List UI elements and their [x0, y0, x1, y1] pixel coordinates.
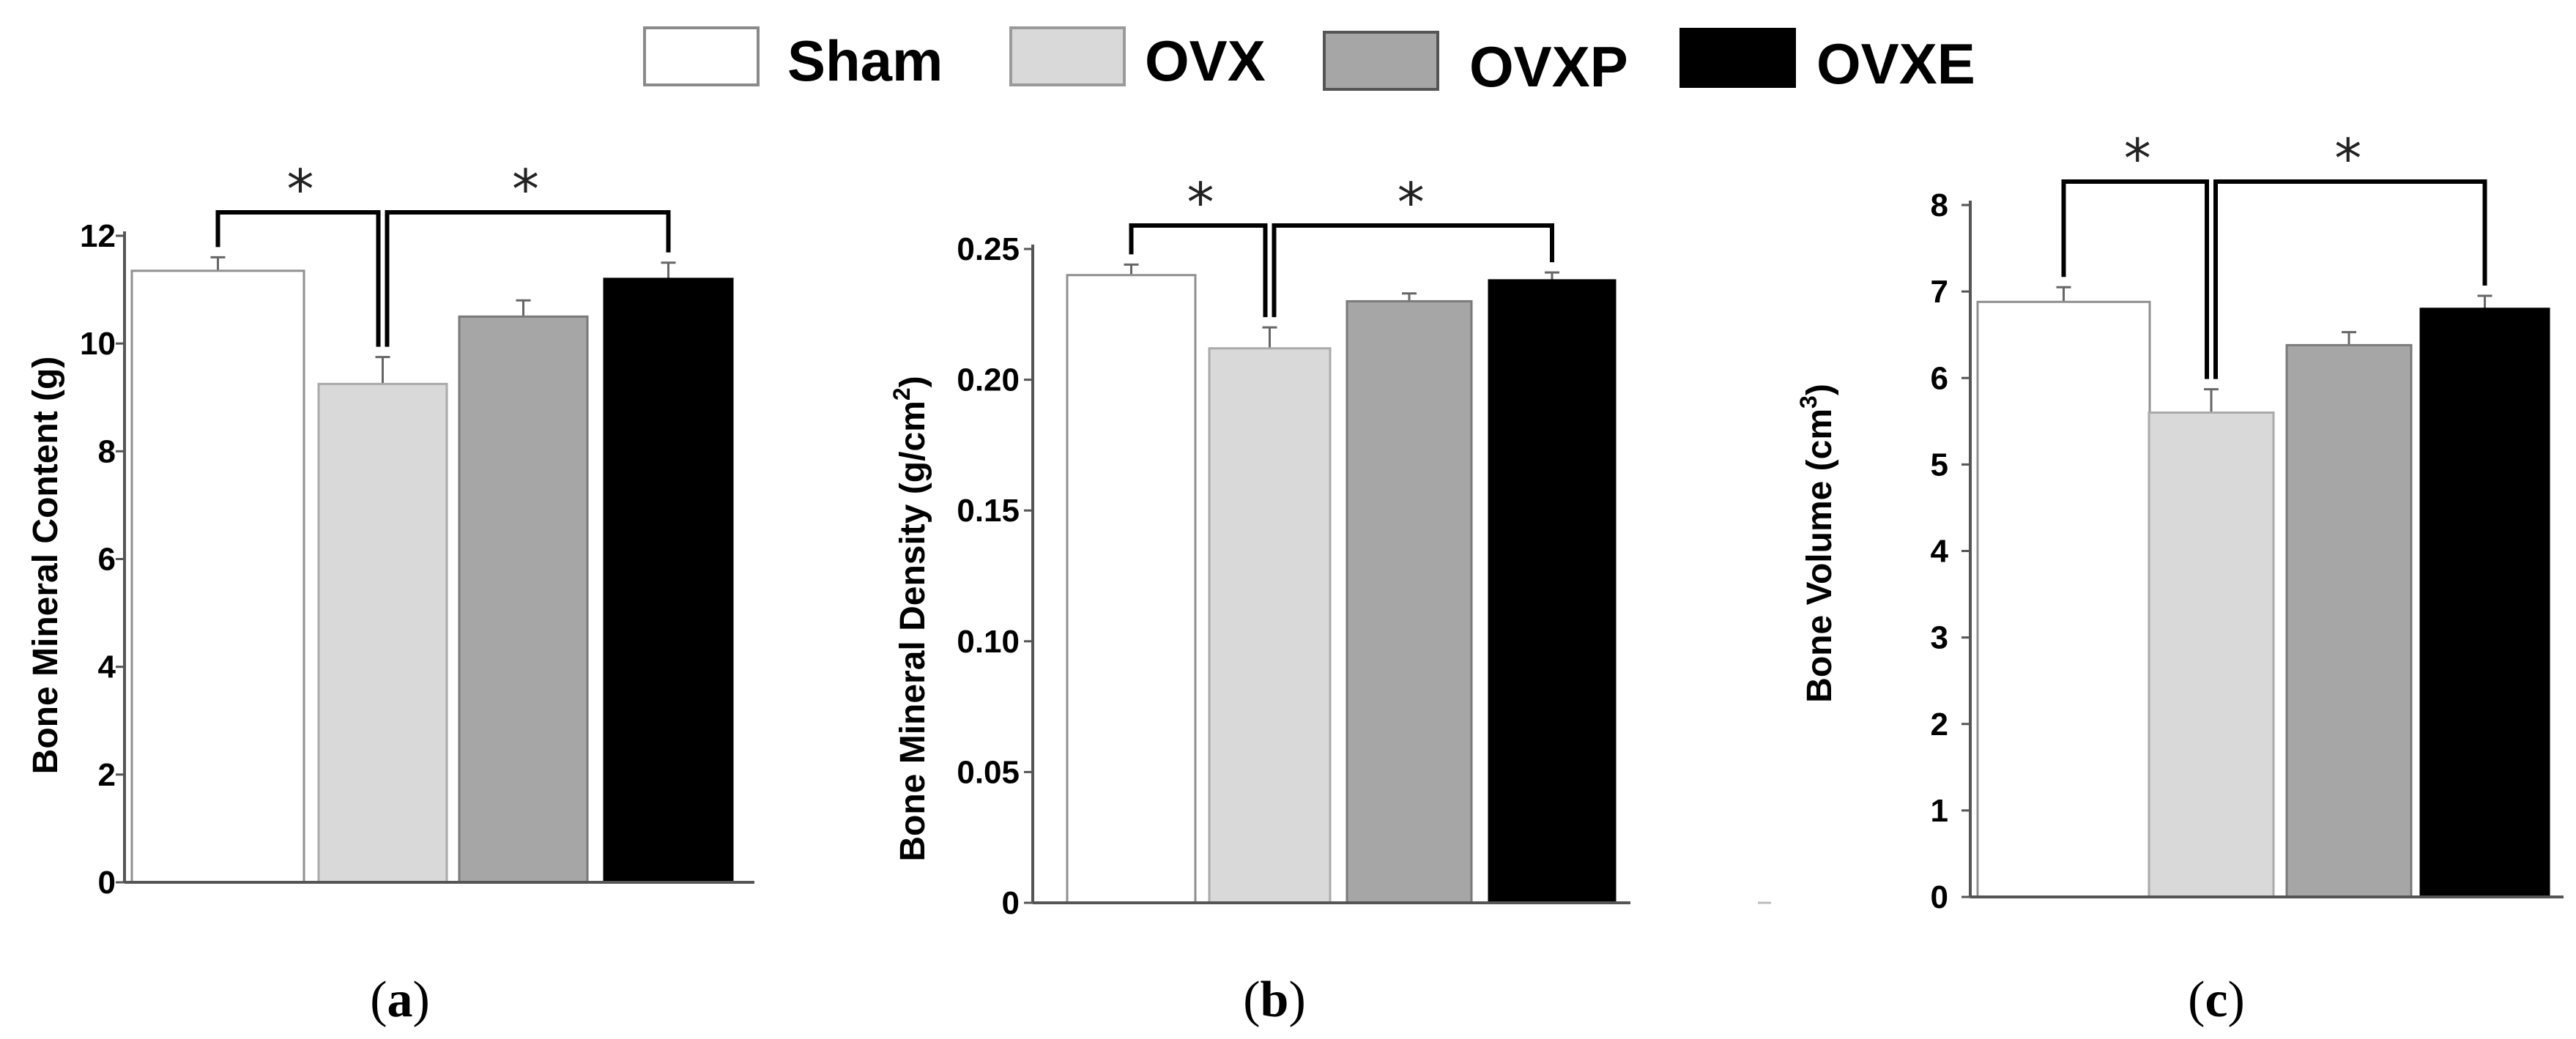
y-tick-label: 0.05	[957, 754, 1020, 790]
significance-bracket-ovx-ovxe	[1272, 223, 1554, 318]
axes-a	[123, 231, 754, 884]
axes-c	[1969, 201, 2564, 898]
significance-bracket-ovx-ovxe	[2213, 179, 2487, 379]
significance-star-ovx-ovxe: *	[2334, 127, 2361, 190]
significance-a: * *	[215, 158, 671, 347]
significance-star-ovx-ovxe: *	[1398, 171, 1425, 234]
bar-sham	[1066, 274, 1197, 904]
y-axis-label-c: Bone Volume (cm3)	[1795, 384, 1839, 703]
panel-label-a-letter: a	[387, 972, 413, 1028]
significance-bracket-ovx-ovxe	[385, 210, 671, 347]
y-tick-label: 4	[1931, 534, 1949, 570]
y-tick-label: 0.10	[957, 624, 1020, 660]
y-axis-label-b-sup: 2	[888, 387, 915, 401]
panel-label-c-letter: c	[2205, 972, 2227, 1028]
y-tick-label: 0	[1931, 879, 1948, 915]
y-tick-label: 12	[80, 218, 116, 254]
legend-label-ovxp: OVXP	[1469, 34, 1628, 99]
y-tick-label: 0	[1002, 885, 1020, 921]
bar-ovxp	[458, 315, 589, 884]
bars-c	[1976, 286, 2550, 898]
y-tick-label: 0.20	[957, 362, 1020, 398]
y-axis-label-b: Bone Mineral Density (g/cm2)	[888, 376, 932, 861]
significance-bracket-sham-ovx	[215, 210, 381, 347]
y-tick-label: 0.15	[957, 493, 1020, 529]
y-ticks-a: 0 2 4 6 8 10 12	[80, 218, 125, 901]
y-axis-label-a: Bone Mineral Content (g)	[26, 357, 65, 775]
bar-ovx	[317, 382, 448, 884]
y-tick-label: 5	[1931, 447, 1948, 483]
legend-item-ovx: OVX	[1009, 26, 1266, 93]
panel-label-b: (b)	[1243, 972, 1306, 1028]
significance-c: * *	[2061, 127, 2487, 379]
legend-swatch-sham	[643, 26, 760, 86]
legend-item-ovxp: OVXP	[1323, 31, 1628, 99]
y-tick-label: 1	[1931, 793, 1948, 829]
significance-star-sham-ovx: *	[1187, 171, 1214, 234]
y-tick-label: 3	[1931, 620, 1948, 656]
chart-panel-b: 00.050.100.150.200.25 * * Bone Mineral De…	[888, 171, 1630, 1028]
panel-label-b-close: )	[1288, 972, 1305, 1028]
panel-label-a-close: )	[413, 972, 430, 1028]
bars-a	[130, 256, 734, 884]
significance-star-sham-ovx: *	[2124, 127, 2151, 190]
y-axis-label-c-end: )	[1800, 384, 1839, 395]
y-tick-label: 8	[98, 433, 116, 469]
bar-ovxe	[2419, 308, 2550, 898]
y-tick-label: 2	[1931, 707, 1948, 742]
bar-ovxp	[1345, 299, 1473, 904]
legend: Sham OVX OVXP OVXE	[643, 26, 1975, 99]
legend-swatch-ovx	[1009, 26, 1126, 86]
y-tick-label: 6	[1931, 360, 1948, 396]
panel-label-c: (c)	[2188, 972, 2245, 1028]
panel-label-a-open: (	[370, 972, 387, 1028]
legend-label-ovx: OVX	[1145, 29, 1266, 93]
y-tick-label: 10	[80, 326, 116, 362]
y-axis-label-b-end: )	[894, 376, 932, 387]
significance-star-ovx-ovxe: *	[512, 158, 539, 221]
y-tick-label: 4	[98, 649, 116, 685]
legend-label-ovxe: OVXE	[1816, 31, 1975, 96]
y-axis-label-c-text: Bone Volume (cm	[1800, 409, 1839, 703]
y-ticks-b: 0 0.05 0.10 0.15 0.20 0.25	[957, 231, 1033, 921]
panel-label-c-close: )	[2228, 972, 2245, 1028]
legend-swatch-ovxp	[1323, 31, 1439, 91]
bar-sham	[130, 269, 305, 884]
y-tick-label: 2	[98, 757, 116, 793]
y-tick-label: 6	[98, 542, 116, 578]
y-tick-label: 7	[1931, 274, 1948, 310]
y-axis-label-b-text: Bone Mineral Density (g/cm	[894, 401, 932, 861]
legend-item-ovxe: OVXE	[1679, 28, 1975, 96]
panel-label-a: (a)	[370, 972, 430, 1028]
bar-ovx	[2148, 411, 2275, 898]
legend-swatch-ovxe	[1679, 28, 1796, 88]
significance-star-sham-ovx: *	[287, 158, 314, 221]
y-tick-label: 8	[1931, 187, 1948, 223]
y-tick-label: 0	[98, 865, 116, 901]
bar-sham	[1976, 300, 2151, 898]
significance-bracket-sham-ovx	[2061, 179, 2209, 379]
panel-label-b-letter: b	[1261, 972, 1289, 1028]
y-axis-label-a-text: Bone Mineral Content (g)	[26, 357, 65, 775]
bars-b	[1066, 263, 1617, 904]
panel-label-c-open: (	[2188, 972, 2205, 1028]
axes-b	[1031, 245, 1630, 904]
bar-ovxe	[603, 278, 734, 884]
panel-label-b-open: (	[1243, 972, 1260, 1028]
significance-b: * *	[1129, 171, 1554, 318]
significance-bracket-sham-ovx	[1129, 223, 1268, 318]
bar-ovxp	[2285, 343, 2413, 898]
bar-ovx	[1208, 347, 1332, 904]
y-axis-label-c-sup: 3	[1795, 395, 1822, 409]
bar-ovxe	[1488, 279, 1617, 904]
y-tick-label: 0.25	[957, 231, 1020, 267]
legend-item-sham: Sham	[643, 26, 943, 93]
legend-label-sham: Sham	[787, 29, 943, 93]
